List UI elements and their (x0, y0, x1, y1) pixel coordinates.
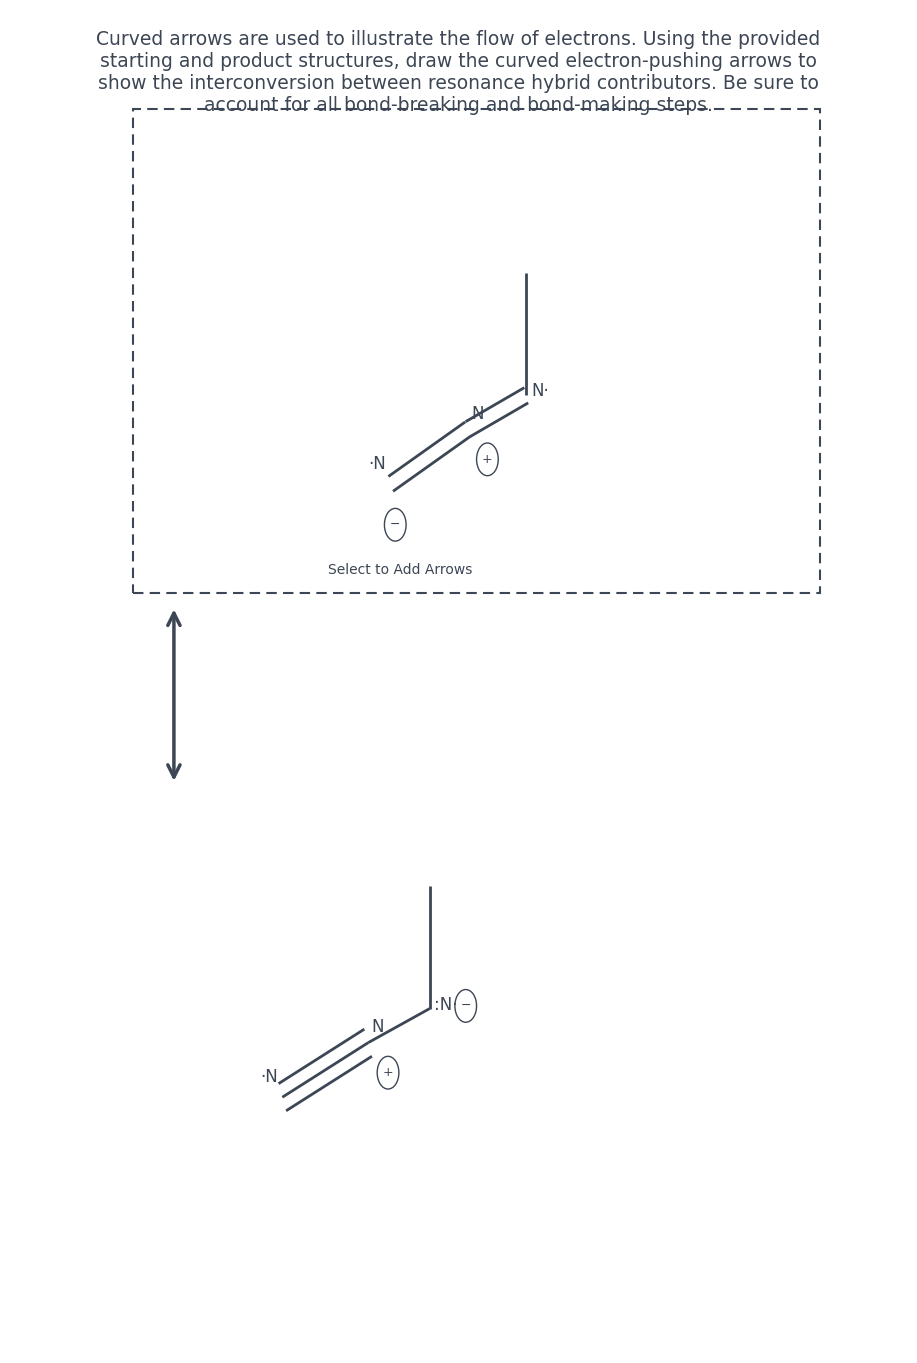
Text: +: + (482, 453, 492, 466)
Text: ·N: ·N (369, 455, 386, 473)
Text: +: + (382, 1066, 393, 1079)
Text: :N·: :N· (434, 995, 458, 1014)
Text: ·N: ·N (260, 1069, 278, 1086)
Text: N: N (371, 1018, 384, 1036)
Text: −: − (460, 999, 471, 1013)
Text: Curved arrows are used to illustrate the flow of electrons. Using the provided
s: Curved arrows are used to illustrate the… (96, 30, 821, 114)
Text: Select to Add Arrows: Select to Add Arrows (327, 563, 472, 577)
Text: N·: N· (532, 382, 549, 401)
Text: N: N (471, 405, 483, 423)
Text: −: − (390, 518, 401, 532)
